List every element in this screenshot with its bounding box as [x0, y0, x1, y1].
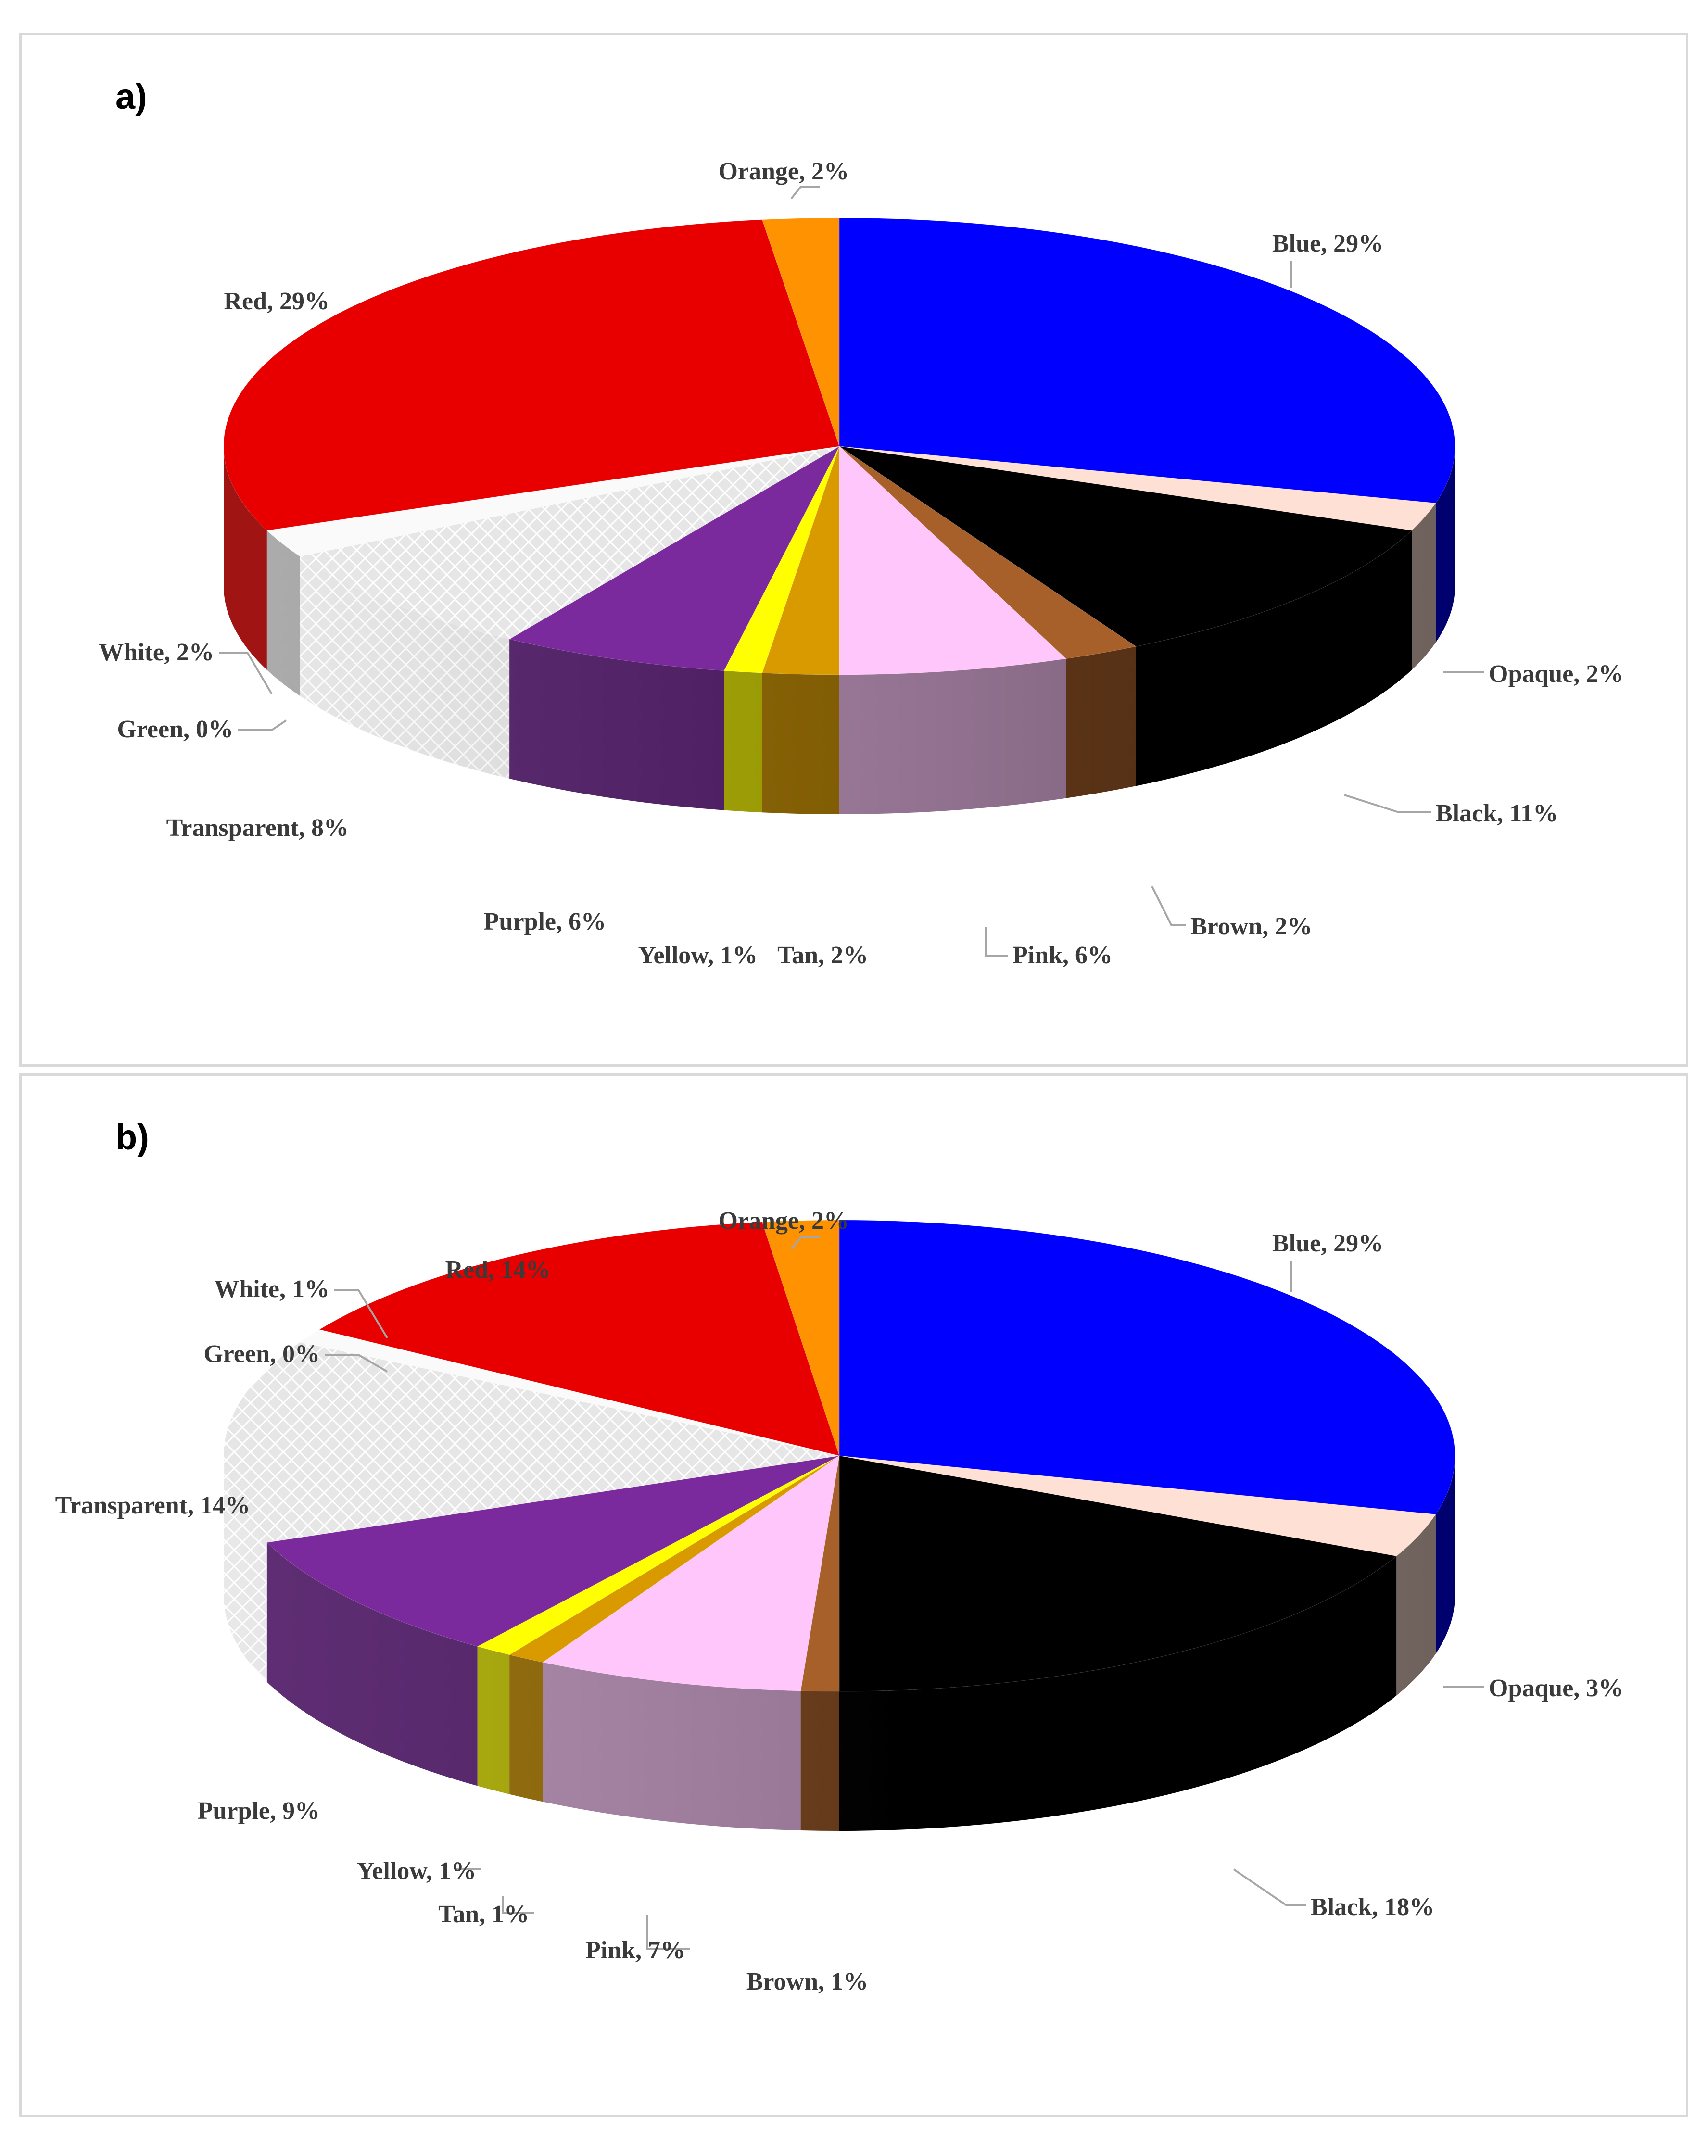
pie-side-shading [224, 1456, 1455, 1831]
data-label-green: Green, 0% [117, 716, 233, 743]
data-label-yellow: Yellow, 1% [638, 942, 758, 969]
chart-panel-a: a) Blue, 29% Opaque, 2% Black, 11% Brown, 2… [19, 33, 1688, 1067]
data-label-pink: Pink, 7% [585, 1937, 685, 1964]
slice-purple [508, 445, 840, 671]
leader-line-orange [790, 186, 820, 200]
data-label-pink: Pink, 6% [1012, 942, 1113, 969]
pie-chart-a: Blue, 29% Opaque, 2% Black, 11% Brown, 2% Pi… [99, 158, 1623, 969]
pie-chart-b: Blue, 29% Opaque, 3% Black, 18% Brown, 1% Pi… [55, 1207, 1624, 1995]
slice-orange [761, 1220, 840, 1456]
data-label-green: Green, 0% [203, 1340, 320, 1368]
data-label-blue: Blue, 29% [1272, 230, 1383, 257]
slice-pink [839, 445, 1067, 675]
data-label-white: White, 1% [214, 1275, 329, 1303]
leader-line-tan [502, 1896, 534, 1914]
slice-opaque [839, 446, 1436, 531]
slice-black [839, 446, 1413, 647]
leader-line-green [238, 719, 287, 731]
leader-line-green [325, 1354, 388, 1373]
slice-red [223, 219, 840, 531]
slice-transparent [299, 446, 840, 640]
slice-blue [839, 1220, 1455, 1515]
data-label-brown: Brown, 2% [1190, 913, 1312, 940]
chart-panel-b: b) Blue, 29% Opaque, 3% Black, 18% Brown, 1… [19, 1073, 1688, 2117]
slice-red [318, 1222, 840, 1456]
data-label-tan: Tan, 2% [777, 942, 868, 969]
data-label-opaque: Opaque, 2% [1489, 660, 1623, 688]
data-label-orange: Orange, 2% [718, 1207, 849, 1235]
data-label-orange: Orange, 2% [718, 158, 849, 185]
slice-orange [761, 217, 840, 447]
slice-white [266, 446, 840, 557]
leader-line-white [219, 652, 273, 695]
slice-brown [800, 1455, 840, 1692]
pie-side-shading [224, 446, 1455, 814]
slice-pink [542, 1455, 840, 1691]
data-label-purple: Purple, 9% [198, 1797, 320, 1825]
data-label-white: White, 2% [99, 639, 214, 666]
slice-tan [508, 1455, 840, 1663]
data-label-transparent: Transparent, 14% [55, 1492, 250, 1519]
slice-black [839, 1455, 1397, 1692]
slice-brown [839, 446, 1137, 659]
data-label-red: Red, 29% [224, 288, 329, 315]
data-label-yellow: Yellow, 1% [357, 1857, 476, 1885]
panel-label-a: a) [115, 76, 147, 116]
data-label-tan: Tan, 1% [438, 1901, 529, 1928]
leader-line-pink [985, 927, 1008, 957]
data-label-purple: Purple, 6% [484, 908, 606, 935]
data-label-transparent: Transparent, 8% [166, 814, 349, 842]
leader-line-pink [646, 1915, 690, 1950]
pie-side [224, 1456, 1455, 1831]
leader-line-white [334, 1289, 388, 1339]
slice-blue [839, 217, 1455, 504]
data-labels: Blue, 29% Opaque, 2% Black, 11% Brown, 2% Pi… [99, 158, 1623, 969]
data-label-black: Black, 11% [1436, 800, 1558, 827]
data-label-opaque: Opaque, 3% [1489, 1675, 1623, 1702]
slice-yellow [477, 1455, 840, 1655]
slice-tan [761, 446, 840, 675]
slice-transparent [223, 1342, 840, 1543]
slice-yellow [723, 446, 840, 673]
data-label-blue: Blue, 29% [1272, 1230, 1383, 1257]
slice-opaque [839, 1455, 1436, 1557]
data-label-brown: Brown, 1% [746, 1968, 868, 1995]
data-label-red: Red, 14% [445, 1256, 551, 1284]
slice-purple [266, 1455, 840, 1647]
panel-label-b: b) [115, 1117, 149, 1157]
pie-top [223, 1220, 1455, 1692]
data-label-black: Black, 18% [1311, 1893, 1434, 1921]
leader-line-black [1344, 794, 1431, 813]
leader-line-black [1233, 1868, 1306, 1906]
leader-line-brown [1151, 886, 1186, 926]
leader-line-orange [790, 1236, 820, 1250]
pie-side [224, 446, 1455, 814]
data-labels: Blue, 29% Opaque, 3% Black, 18% Brown, 1% Pi… [55, 1207, 1624, 1995]
pie-top [223, 217, 1455, 675]
slice-white [299, 1329, 840, 1456]
